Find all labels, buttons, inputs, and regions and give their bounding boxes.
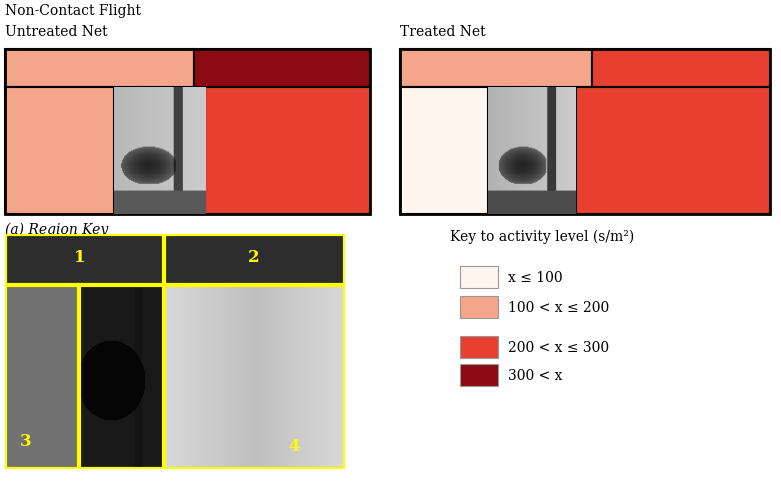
Bar: [592, 50, 770, 88]
Bar: [400, 50, 770, 214]
Bar: [5, 88, 114, 214]
Bar: [460, 267, 498, 288]
Bar: [576, 88, 770, 214]
Bar: [205, 88, 370, 214]
Bar: [460, 296, 498, 318]
Bar: [400, 88, 488, 214]
Text: 200 < x ≤ 300: 200 < x ≤ 300: [508, 340, 609, 354]
Text: 3: 3: [20, 432, 31, 449]
Text: 300 < x: 300 < x: [508, 368, 562, 382]
Bar: [460, 336, 498, 358]
Text: 100 < x ≤ 200: 100 < x ≤ 200: [508, 301, 609, 314]
Bar: [194, 50, 370, 88]
Text: 1: 1: [74, 249, 86, 266]
Text: 2: 2: [248, 249, 259, 266]
Text: Untreated Net: Untreated Net: [5, 25, 108, 39]
Text: (a) Region Key: (a) Region Key: [5, 223, 109, 237]
Text: 4: 4: [288, 437, 300, 454]
Bar: [5, 50, 370, 214]
Text: x ≤ 100: x ≤ 100: [508, 271, 562, 285]
Bar: [5, 50, 194, 88]
Text: Non-Contact Flight: Non-Contact Flight: [5, 4, 141, 18]
Bar: [400, 50, 592, 88]
Text: Key to activity level (s/m²): Key to activity level (s/m²): [450, 229, 634, 244]
Bar: [460, 364, 498, 386]
Text: Treated Net: Treated Net: [400, 25, 486, 39]
